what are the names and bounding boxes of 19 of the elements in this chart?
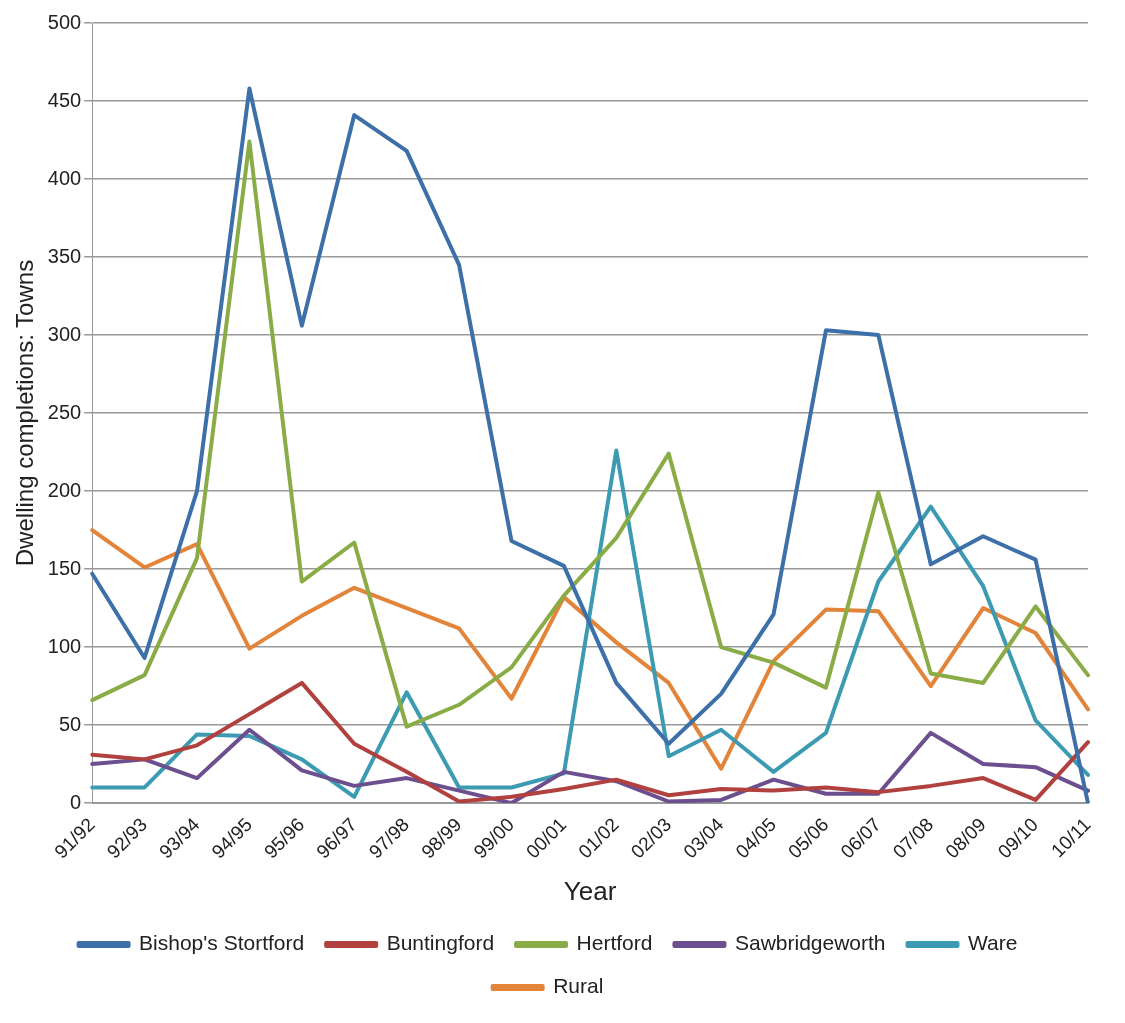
legend-label: Sawbridgeworth [734,931,886,955]
legend-label: Hertford [576,931,653,955]
y-tick-label: 0 [70,790,82,813]
y-tick-label: 150 [47,556,82,579]
legend-label: Buntingford [386,931,495,955]
y-tick-label: 300 [47,322,82,345]
legend-label: Rural [553,974,604,998]
x-axis-title: Year [563,875,617,906]
y-axis-title: Dwelling completions: Towns [11,259,39,567]
y-tick-label: 500 [47,10,82,33]
y-tick-label: 450 [47,88,82,111]
y-tick-label: 350 [47,244,82,267]
y-tick-label: 200 [47,478,82,501]
y-tick-label: 250 [47,400,82,423]
legend-label: Ware [968,931,1018,955]
y-tick-label: 50 [58,712,82,735]
y-tick-label: 100 [47,634,82,657]
y-tick-label: 400 [47,166,82,189]
legend-label: Bishop's Stortford [139,931,305,955]
